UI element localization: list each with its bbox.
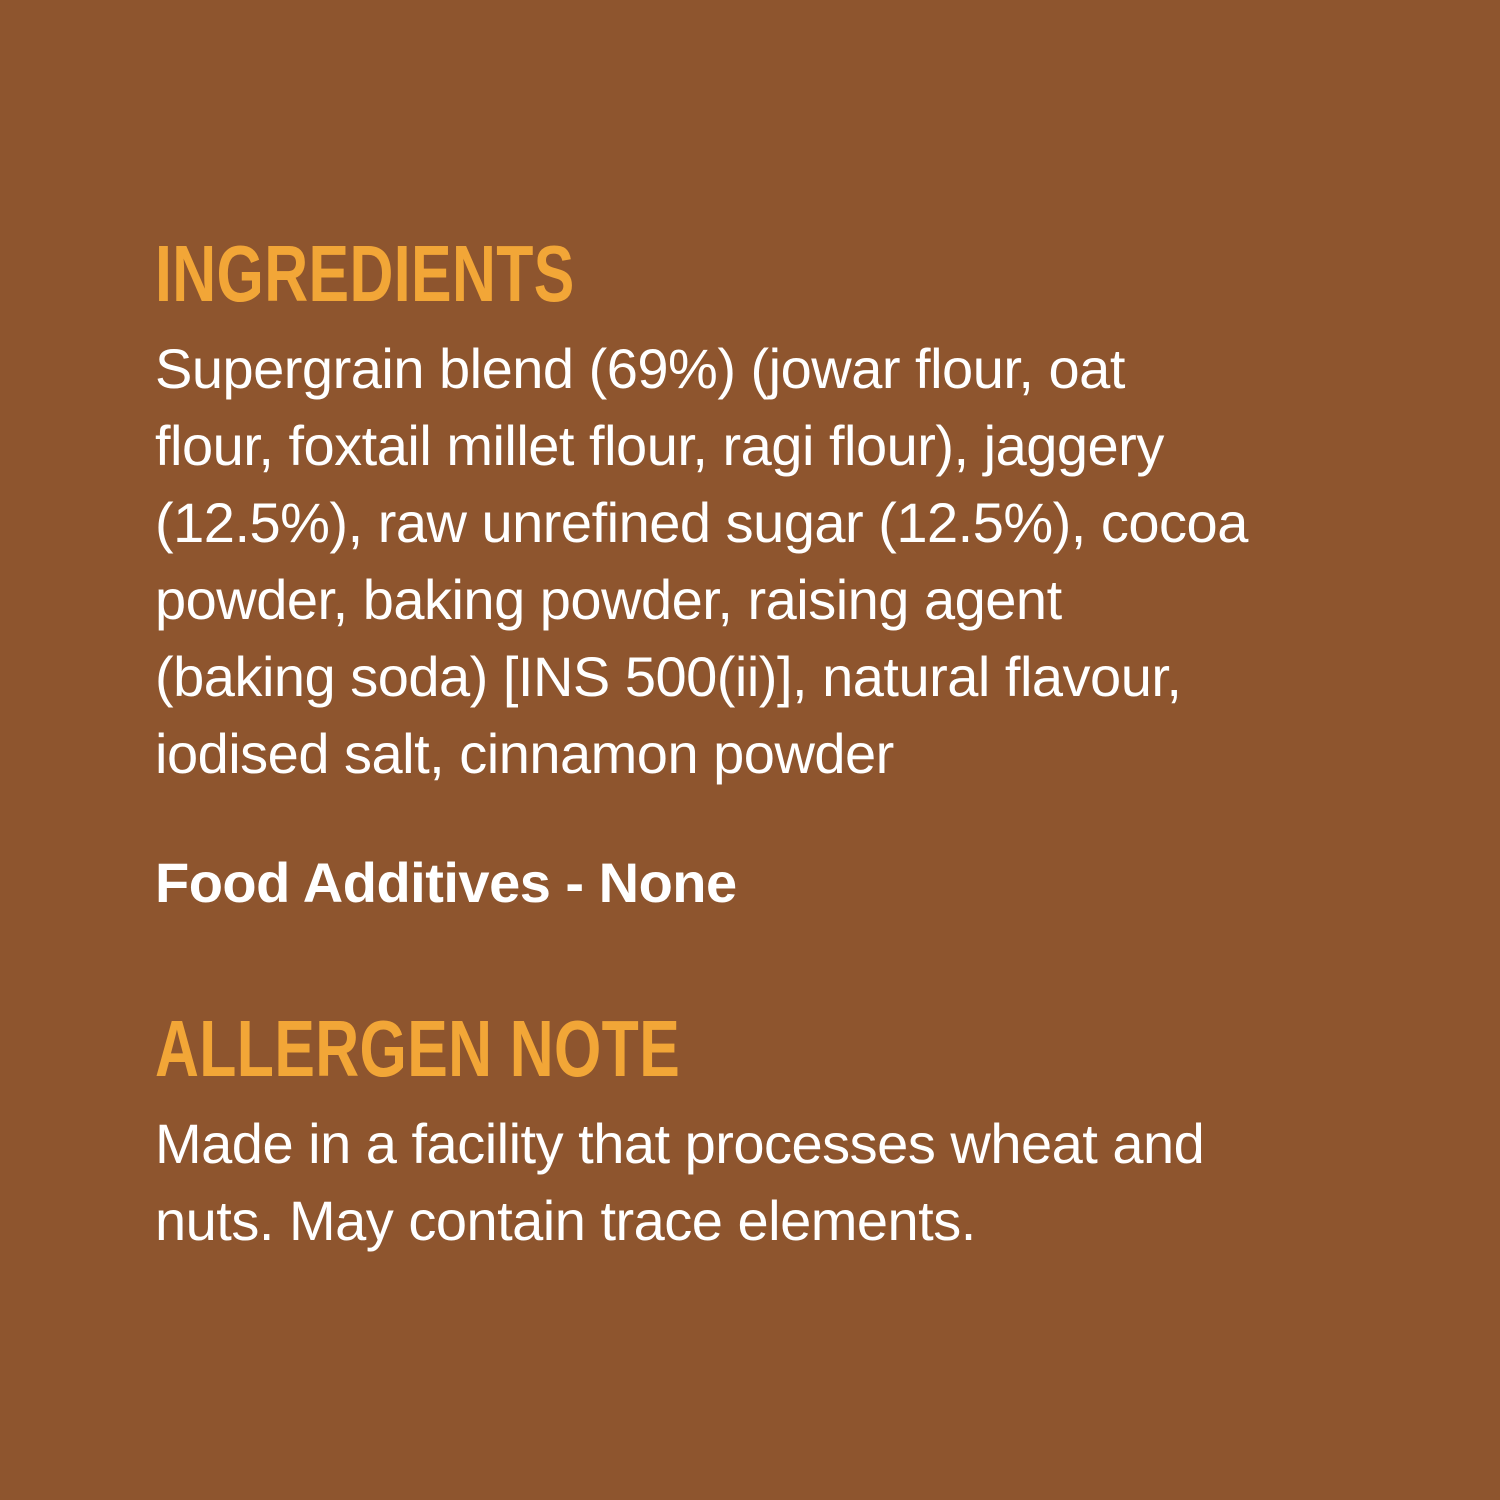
ingredients-line: (baking soda) [INS 500(ii)], natural fla… <box>155 645 1182 708</box>
label-content: INGREDIENTS Supergrain blend (69%) (jowa… <box>155 229 1375 1259</box>
food-additives-note: Food Additives - None <box>155 851 737 914</box>
ingredients-line: powder, baking powder, raising agent <box>155 568 1062 631</box>
ingredients-line: iodised salt, cinnamon powder <box>155 722 894 785</box>
allergen-note-text: Made in a facility that processes wheat … <box>155 1105 1375 1259</box>
allergen-note-line: Made in a facility that processes wheat … <box>155 1112 1205 1175</box>
allergen-note-heading: ALLERGEN NOTE <box>155 1004 681 1093</box>
allergen-note-line: nuts. May contain trace elements. <box>155 1189 976 1252</box>
ingredients-line: Supergrain blend (69%) (jowar flour, oat <box>155 337 1125 400</box>
ingredients-line: flour, foxtail millet flour, ragi flour)… <box>155 414 1164 477</box>
ingredients-heading: INGREDIENTS <box>155 229 575 318</box>
ingredients-line: (12.5%), raw unrefined sugar (12.5%), co… <box>155 491 1248 554</box>
ingredients-text: Supergrain blend (69%) (jowar flour, oat… <box>155 330 1375 792</box>
